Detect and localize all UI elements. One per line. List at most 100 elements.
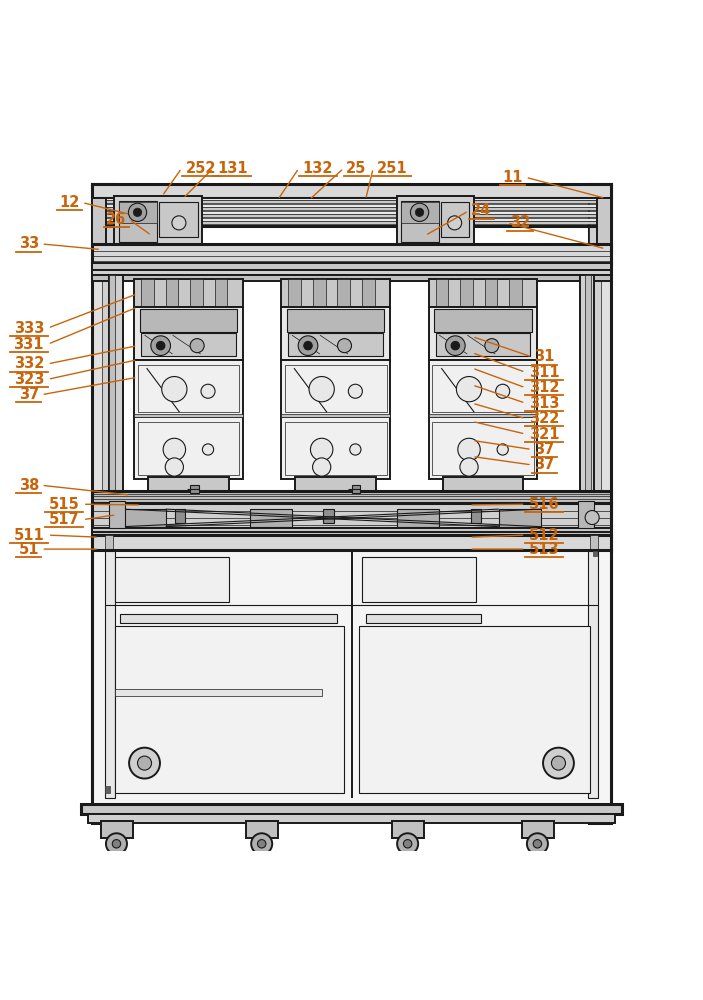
Circle shape [527, 833, 548, 854]
Bar [432, 422, 534, 475]
Bar [588, 184, 600, 823]
Bar [92, 184, 611, 198]
Circle shape [350, 444, 361, 455]
Circle shape [496, 384, 510, 398]
Circle shape [304, 341, 312, 350]
Text: 252: 252 [186, 161, 216, 176]
Bar [214, 279, 227, 307]
Bar [89, 814, 614, 823]
Text: 26: 26 [106, 212, 127, 227]
Text: 24: 24 [471, 203, 491, 218]
Text: 515: 515 [49, 497, 79, 512]
Circle shape [415, 208, 424, 217]
Bar [92, 197, 611, 200]
Bar [246, 821, 278, 838]
Bar [281, 417, 390, 479]
Circle shape [129, 203, 147, 221]
Circle shape [202, 444, 214, 455]
Circle shape [585, 511, 599, 525]
Bar [92, 550, 611, 805]
Bar [585, 275, 591, 542]
Bar [456, 516, 511, 532]
Bar [119, 201, 157, 242]
Bar [460, 530, 507, 542]
Circle shape [497, 444, 508, 455]
Bar [281, 360, 390, 416]
Bar [597, 198, 611, 244]
Circle shape [172, 216, 186, 230]
Bar [166, 279, 178, 307]
Bar [110, 501, 125, 528]
Circle shape [446, 336, 465, 355]
Bar [359, 626, 590, 793]
Bar [141, 279, 154, 307]
Bar [190, 279, 202, 307]
Bar [579, 275, 593, 542]
Circle shape [313, 458, 331, 476]
Bar [134, 307, 243, 360]
Bar [366, 614, 482, 623]
Circle shape [201, 384, 215, 398]
Circle shape [106, 833, 127, 854]
Text: 516: 516 [529, 497, 560, 512]
Bar [443, 477, 524, 504]
Text: 333: 333 [13, 321, 44, 336]
Circle shape [251, 833, 272, 854]
Text: 32: 32 [510, 215, 530, 230]
Text: 512: 512 [529, 528, 560, 543]
Bar [450, 502, 517, 518]
Circle shape [138, 756, 152, 770]
Bar [588, 184, 611, 823]
Bar [92, 503, 611, 528]
Bar [429, 279, 537, 307]
Bar [115, 689, 322, 696]
Text: 33: 33 [19, 236, 39, 251]
Text: 312: 312 [529, 380, 560, 395]
Bar [92, 218, 611, 221]
Bar [115, 557, 228, 602]
Circle shape [151, 336, 171, 355]
Bar [471, 509, 482, 523]
Circle shape [411, 203, 429, 221]
Bar [593, 551, 597, 556]
Bar [103, 184, 115, 823]
Bar [134, 414, 243, 417]
Circle shape [190, 339, 204, 353]
Bar [392, 821, 424, 838]
Bar [352, 485, 360, 493]
Bar [436, 279, 449, 307]
Text: 12: 12 [59, 195, 79, 210]
Text: 11: 11 [503, 170, 523, 185]
Bar [588, 551, 598, 798]
Circle shape [451, 341, 460, 350]
Bar [140, 309, 237, 332]
Bar [441, 202, 469, 237]
Text: 37: 37 [534, 442, 555, 457]
Circle shape [257, 840, 266, 848]
Bar [105, 551, 115, 798]
Circle shape [309, 377, 335, 402]
Bar [436, 333, 530, 356]
Bar [105, 786, 110, 793]
Bar [590, 535, 598, 551]
Circle shape [456, 377, 482, 402]
Text: 321: 321 [529, 427, 560, 442]
Bar [295, 477, 376, 504]
Bar [174, 509, 185, 523]
Bar [92, 528, 611, 536]
Bar [460, 279, 473, 307]
Text: 37: 37 [19, 387, 39, 402]
Text: 51: 51 [18, 542, 39, 557]
Bar [101, 821, 133, 838]
Bar [155, 502, 221, 518]
Bar [134, 279, 243, 307]
Text: 251: 251 [377, 161, 408, 176]
Bar [429, 414, 537, 417]
Circle shape [134, 208, 142, 217]
Circle shape [165, 458, 183, 476]
Circle shape [349, 384, 362, 398]
Circle shape [404, 840, 412, 848]
Bar [281, 307, 390, 360]
Bar [313, 279, 325, 307]
Circle shape [129, 748, 160, 779]
